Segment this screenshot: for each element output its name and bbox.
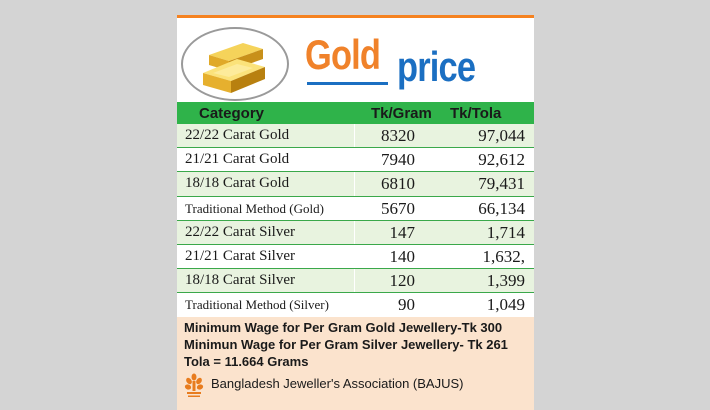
header-per-tola: Tk/Tola	[450, 105, 502, 122]
bajus-logo-icon	[184, 373, 204, 397]
price-table: Category Tk/Gram Tk/Tola 22/22 Carat Gol…	[177, 102, 534, 318]
header-per-gram: Tk/Gram	[371, 105, 432, 122]
row-price-per-tola: 1,714	[486, 222, 525, 242]
notes-box: Minimum Wage for Per Gram Gold Jewellery…	[177, 317, 534, 410]
row-category: 21/21 Carat Silver	[185, 247, 295, 264]
row-category: 18/18 Carat Silver	[185, 272, 295, 289]
row-price-per-gram: 6810	[381, 174, 415, 194]
row-price-per-tola: 92,612	[478, 150, 525, 170]
row-category: 21/21 Carat Gold	[185, 151, 290, 168]
column-divider	[354, 196, 355, 220]
row-price-per-gram: 147	[389, 222, 416, 242]
row-category: 22/22 Carat Silver	[185, 223, 295, 240]
table-row: Traditional Method (Silver) 90 1,049	[177, 293, 534, 318]
row-price-per-gram: 120	[389, 271, 416, 291]
row-price-per-tola: 1,632,	[482, 246, 526, 266]
table-body: 22/22 Carat Gold 8320 97,044 21/21 Carat Go…	[177, 124, 534, 318]
row-price-per-tola: 66,134	[478, 198, 525, 218]
column-divider	[354, 244, 355, 269]
table-header: Category Tk/Gram Tk/Tola	[177, 102, 534, 124]
gold-bars-icon	[203, 43, 265, 93]
row-category: Traditional Method (Silver)	[185, 297, 329, 313]
row-price-per-tola: 1,049	[486, 295, 525, 315]
column-divider	[354, 148, 355, 172]
gold-price-card: Gold price Category Tk/Gram Tk/Tola 22/2…	[177, 15, 534, 410]
top-rule	[177, 15, 534, 18]
column-divider	[354, 293, 355, 317]
table-row: 21/21 Carat Silver 140 1,632,	[177, 244, 534, 270]
row-price-per-gram: 140	[389, 246, 416, 266]
note-tola: Tola = 11.664 Grams	[184, 354, 309, 369]
column-divider	[354, 124, 355, 148]
title-gold: Gold	[305, 31, 381, 78]
table-row: 21/21 Carat Gold 7940 92,612	[177, 148, 534, 173]
table-row: 22/22 Carat Gold 8320 97,044	[177, 124, 534, 149]
header-category: Category	[199, 105, 265, 122]
gold-bars-logo	[181, 27, 289, 101]
column-divider	[354, 269, 355, 293]
row-price-per-tola: 97,044	[478, 126, 525, 145]
table-row: 18/18 Carat Gold 6810 79,431	[177, 172, 534, 197]
row-price-per-tola: 1,399	[486, 271, 525, 291]
row-price-per-tola: 79,431	[478, 174, 525, 194]
row-price-per-gram: 90	[398, 295, 415, 315]
row-category: Traditional Method (Gold)	[185, 200, 324, 216]
column-divider	[354, 220, 355, 244]
row-price-per-gram: 8320	[381, 126, 415, 145]
row-category: 22/22 Carat Gold	[185, 127, 290, 143]
title-underline	[307, 82, 388, 85]
table-row: 18/18 Carat Silver 120 1,399	[177, 269, 534, 294]
note-silver-wage: Minimun Wage for Per Gram Silver Jewelle…	[184, 337, 508, 352]
row-category: 18/18 Carat Gold	[185, 175, 290, 192]
title-price: price	[397, 43, 476, 90]
column-divider	[354, 172, 355, 196]
note-gold-wage: Minimum Wage for Per Gram Gold Jewellery…	[184, 320, 503, 335]
bajus-name: Bangladesh Jeweller's Association (BAJUS…	[211, 376, 464, 391]
row-price-per-gram: 7940	[381, 150, 415, 170]
row-price-per-gram: 5670	[381, 198, 415, 218]
table-row: 22/22 Carat Silver 147 1,714	[177, 220, 534, 245]
table-row: Traditional Method (Gold) 5670 66,134	[177, 196, 534, 221]
